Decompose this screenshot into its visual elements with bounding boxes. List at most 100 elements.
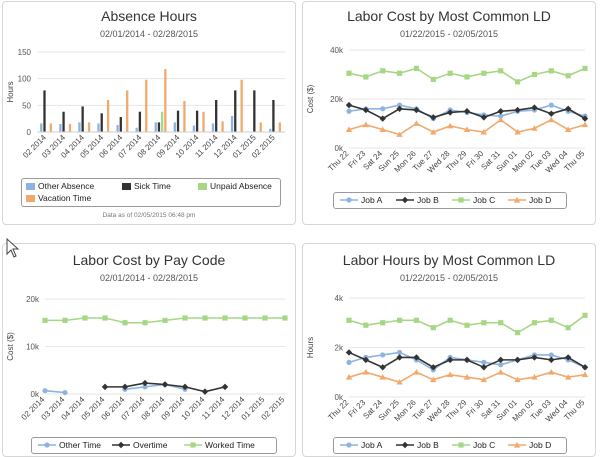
legend-swatch [452, 440, 470, 450]
data-point [202, 315, 208, 321]
data-point [181, 383, 189, 391]
legend-label: Job C [473, 440, 496, 450]
data-point [413, 106, 420, 114]
bar [161, 111, 164, 132]
bar [272, 100, 275, 132]
y-tick-label: 4k [335, 294, 344, 303]
labor-hours-ld-panel: Labor Hours by Most Common LD 01/22/2015… [302, 243, 596, 457]
series-overtime [101, 379, 229, 395]
legend-item-job-b[interactable]: Job B [396, 195, 439, 205]
data-point [498, 68, 504, 74]
data-point [396, 349, 403, 356]
data-point [565, 325, 571, 331]
data-point [396, 102, 403, 108]
legend-item-unpaid-absence[interactable]: Unpaid Absence [198, 181, 272, 191]
data-point [564, 374, 572, 380]
bar [49, 123, 53, 132]
legend-label: Other Time [59, 440, 102, 450]
legend-item-other-absence[interactable]: Other Absence [26, 181, 94, 191]
legend-item-other-time[interactable]: Other Time [38, 440, 101, 450]
legend-item-job-c[interactable]: Job C [452, 195, 495, 205]
data-point [497, 356, 504, 364]
data-point [565, 73, 571, 79]
legend-label: Worked Time [205, 440, 255, 450]
data-point [430, 114, 437, 121]
data-point [430, 128, 437, 135]
legend-swatch [340, 195, 358, 205]
data-point [514, 128, 521, 135]
chart-legend: Other Absence Sick Time Unpaid Absence Vaca… [21, 178, 281, 207]
data-point [380, 106, 386, 112]
legend-label: Job B [417, 195, 439, 205]
data-point [362, 356, 370, 364]
data-point [531, 374, 538, 380]
data-point [581, 121, 589, 128]
legend-item-job-d[interactable]: Job D [508, 195, 551, 205]
data-point [102, 315, 108, 321]
legend-item-sick-time[interactable]: Sick Time [122, 181, 171, 191]
data-point [222, 315, 228, 321]
data-point [162, 317, 168, 323]
y-axis-label: Hours [6, 81, 15, 102]
bar [87, 122, 91, 132]
data-point [346, 317, 352, 323]
legend-label: Job B [417, 440, 439, 450]
chart-title: Absence Hours [101, 8, 197, 24]
data-point [531, 320, 538, 326]
legend-swatch [396, 195, 414, 205]
legend-swatch [508, 440, 526, 450]
legend-label: Other Absence [38, 181, 95, 191]
data-point [481, 359, 487, 365]
bar [240, 79, 243, 132]
legend-swatch [508, 195, 526, 205]
y-tick-label: 0k [335, 144, 344, 153]
labor-cost-ld-panel: Labor Cost by Most Common LD 01/22/2015 … [302, 1, 596, 225]
legend-swatch [452, 195, 470, 205]
bar [202, 111, 205, 132]
data-point [548, 116, 555, 123]
data-point [430, 376, 437, 383]
legend-item-worked-time[interactable]: Worked Time [184, 440, 255, 450]
data-point [379, 126, 386, 133]
data-point [380, 320, 386, 326]
data-point [362, 106, 370, 114]
data-point [363, 322, 369, 328]
data-point [447, 317, 453, 323]
bar [269, 128, 272, 132]
legend-label: Sick Time [134, 181, 171, 191]
data-point [396, 317, 403, 323]
data-point [548, 102, 554, 108]
data-point [379, 364, 386, 371]
legend-item-job-a[interactable]: Job A [340, 440, 382, 450]
bar [100, 113, 103, 132]
bar [145, 79, 148, 132]
data-point [122, 320, 128, 326]
bar [138, 111, 142, 132]
data-point [582, 312, 588, 318]
data-point [121, 383, 129, 391]
legend-item-job-c[interactable]: Job C [452, 440, 495, 450]
data-point [62, 317, 68, 323]
y-tick-label: 50 [22, 101, 31, 110]
data-point [514, 376, 521, 383]
legend-item-job-b[interactable]: Job B [396, 440, 439, 450]
data-point [548, 110, 555, 117]
chart-title: Labor Hours by Most Common LD [342, 252, 556, 268]
legend-item-job-a[interactable]: Job A [340, 195, 382, 205]
data-point [413, 65, 420, 71]
data-point [396, 378, 403, 385]
data-point [498, 113, 504, 119]
data-point [430, 364, 437, 371]
bar [97, 123, 100, 132]
data-point [581, 115, 589, 122]
series-line [44, 383, 186, 394]
legend-item-overtime[interactable]: Overtime [112, 440, 167, 450]
legend-item-job-d[interactable]: Job D [508, 440, 551, 450]
legend-label: Job A [361, 195, 383, 205]
data-point [396, 105, 403, 112]
legend-item-vacation-time[interactable]: Vacation Time [26, 193, 91, 203]
data-point [346, 359, 352, 365]
bar [176, 110, 180, 132]
data-point [42, 388, 48, 394]
data-point [396, 354, 403, 361]
